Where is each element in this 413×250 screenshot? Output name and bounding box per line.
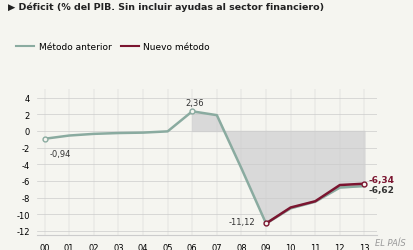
Text: 2,36: 2,36 bbox=[185, 98, 204, 108]
Text: EL PAÍS: EL PAÍS bbox=[374, 238, 405, 248]
Text: -0,94: -0,94 bbox=[50, 150, 71, 158]
Text: -6,34: -6,34 bbox=[367, 175, 393, 184]
Text: -6,62: -6,62 bbox=[367, 185, 393, 194]
Legend: Método anterior, Nuevo método: Método anterior, Nuevo método bbox=[13, 40, 213, 56]
Text: -11,12: -11,12 bbox=[228, 217, 254, 226]
Text: ▶ Déficit (% del PIB. Sin incluir ayudas al sector financiero): ▶ Déficit (% del PIB. Sin incluir ayudas… bbox=[8, 2, 324, 12]
